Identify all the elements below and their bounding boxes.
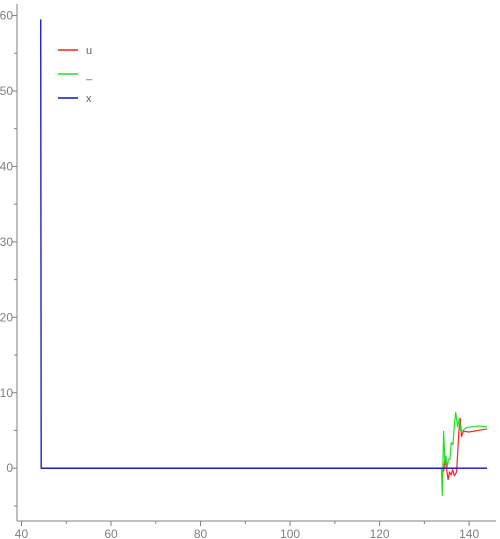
x-axis-ticks: 40 60 80 100 120 140: [15, 521, 479, 539]
x-tick-label: 140: [459, 527, 479, 539]
x-tick-label: 60: [104, 527, 118, 539]
axes: [16, 4, 496, 522]
y-tick-label: 60: [0, 9, 13, 23]
y-tick-label: 40: [0, 159, 13, 173]
x-tick-label: 120: [370, 527, 390, 539]
series-layer: [40, 19, 488, 496]
legend-label: x: [86, 93, 92, 105]
y-tick-label: 0: [6, 461, 13, 475]
series-line-x: [40, 19, 488, 469]
series-line-underscore: [40, 411, 488, 496]
y-tick-label: 10: [0, 386, 13, 400]
y-axis-ticks: 0 10 20 30 40 50 60: [0, 9, 17, 507]
x-tick-label: 100: [280, 527, 300, 539]
legend-label: _: [85, 69, 93, 81]
y-tick-label: 50: [0, 84, 13, 98]
y-tick-label: 20: [0, 310, 13, 324]
legend-label: u: [86, 45, 92, 57]
series-line-u: [40, 417, 488, 481]
legend: u _x: [58, 45, 93, 105]
x-tick-label: 80: [194, 527, 208, 539]
x-tick-label: 40: [15, 527, 29, 539]
y-tick-label: 30: [0, 235, 13, 249]
